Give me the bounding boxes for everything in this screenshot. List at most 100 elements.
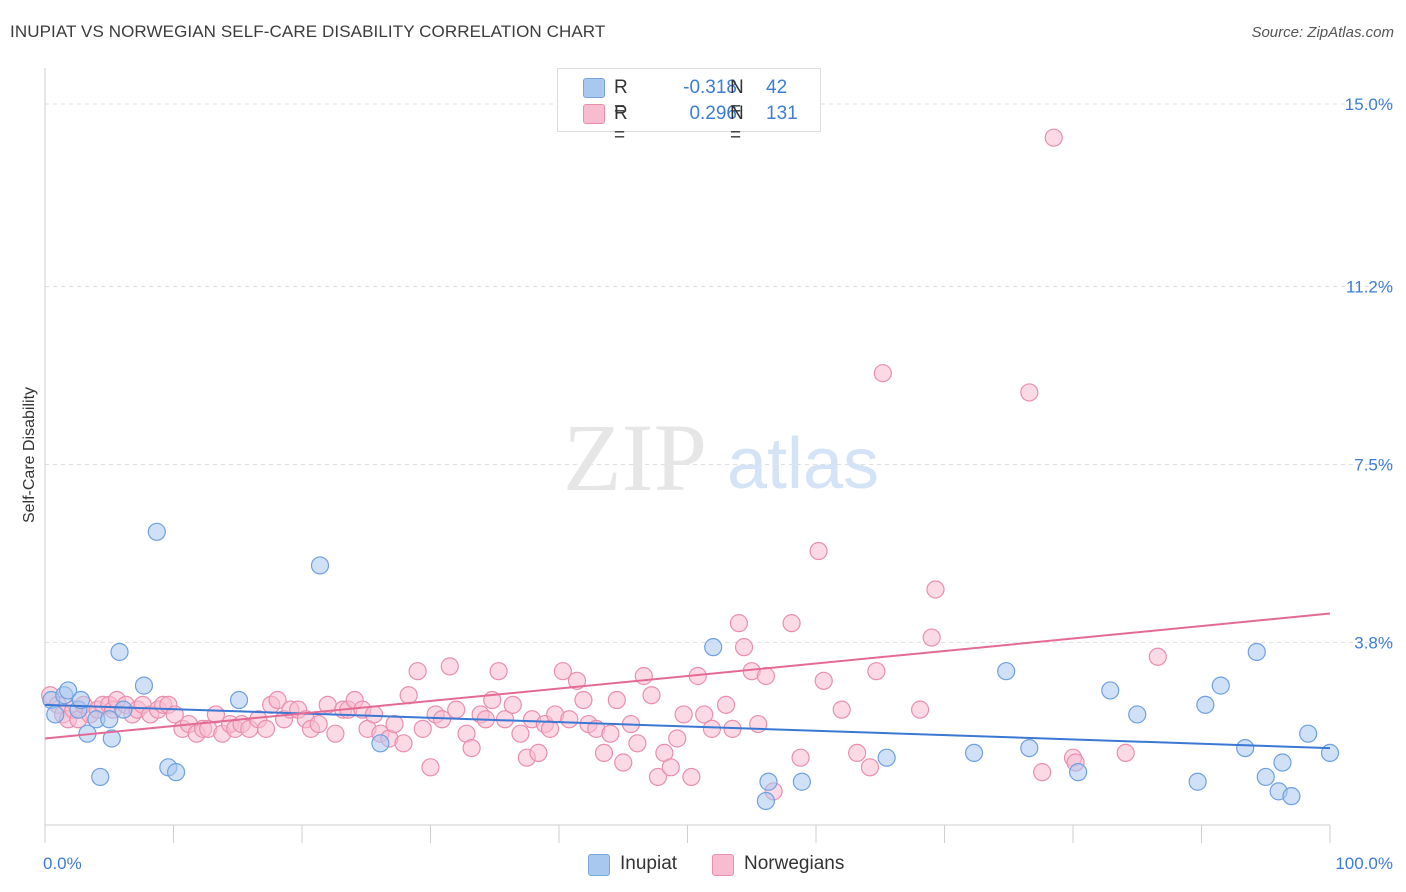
norwegians-point — [860, 758, 880, 777]
inupiat-point — [1020, 738, 1039, 758]
norwegians-point — [729, 614, 749, 633]
legend-label: Inupiat — [620, 853, 678, 874]
inupiat-point — [110, 642, 129, 662]
y-tick-label: 3.8% — [1354, 633, 1393, 652]
n-label: N = — [730, 103, 744, 146]
norwegians-point — [674, 705, 693, 724]
norwegians-point — [560, 710, 579, 729]
y-tick-labels: 3.8% 7.5% 11.2% 15.0% — [1345, 95, 1393, 652]
norwegians-point — [553, 662, 572, 681]
inupiat-point — [59, 681, 78, 700]
inupiat-point — [91, 767, 110, 787]
norwegians-point — [682, 767, 701, 787]
inupiat-point — [134, 676, 154, 695]
inupiat-point — [114, 700, 133, 719]
trend-lines — [44, 612, 1331, 750]
norwegians-point — [601, 724, 620, 743]
inupiat-point — [1247, 642, 1266, 662]
norwegians-swatch — [583, 104, 605, 124]
inupiat-point — [310, 556, 330, 575]
norwegians-point — [364, 705, 384, 724]
norwegians-point — [594, 743, 614, 763]
inupiat-point — [997, 662, 1016, 681]
norwegians-point — [716, 695, 736, 714]
inupiat-point — [1128, 705, 1147, 724]
inupiat-point — [756, 791, 775, 811]
norwegians-point — [574, 690, 593, 710]
watermark-atlas: atlas — [727, 424, 879, 504]
norwegians-point — [1033, 763, 1052, 782]
norwegians-point — [1044, 128, 1063, 147]
inupiat-point — [877, 748, 896, 767]
norwegians-point — [567, 671, 587, 690]
r-value: -0.318 — [683, 77, 737, 98]
norwegians-point — [791, 748, 810, 767]
norwegians-point — [503, 695, 522, 714]
watermark: ZIP atlas — [563, 404, 879, 511]
inupiat-point — [792, 772, 811, 791]
norwegians-point — [462, 738, 481, 758]
inupiat-point — [1282, 787, 1301, 806]
norwegians-point — [385, 714, 404, 734]
norwegians-point — [782, 614, 801, 633]
chart-title: INUPIAT VS NORWEGIAN SELF-CARE DISABILIT… — [10, 22, 606, 41]
inupiat-point — [166, 763, 186, 782]
norwegians-trend-line — [44, 612, 1331, 740]
norwegians-point — [399, 686, 418, 705]
inupiat-swatch — [583, 78, 605, 98]
y-tick-label: 7.5% — [1354, 456, 1393, 475]
norwegians-point — [634, 666, 653, 686]
norwegians-point — [848, 743, 867, 763]
norwegians-point — [642, 686, 661, 705]
legend-label: Norwegians — [744, 853, 845, 874]
norwegians-point — [614, 753, 633, 772]
inupiat-point — [759, 772, 778, 791]
norwegians-point — [256, 719, 276, 738]
norwegians-point — [309, 714, 328, 734]
x-tick-label: 0.0% — [43, 854, 82, 873]
norwegians-point — [668, 729, 687, 748]
norwegians-point — [529, 743, 548, 763]
inupiat-point — [1101, 681, 1120, 700]
inupiat-point — [229, 690, 249, 710]
norwegians-point — [910, 700, 930, 719]
norwegians-point — [922, 628, 941, 647]
norwegians-point — [1148, 647, 1167, 666]
y-tick-label: 15.0% — [1345, 95, 1393, 114]
norwegians-point — [511, 724, 530, 743]
norwegians-point — [440, 657, 459, 676]
norwegians-point — [814, 671, 833, 690]
source-credit: Source: ZipAtlas.com — [1251, 24, 1394, 41]
inupiat-point — [147, 522, 166, 541]
gridlines — [45, 103, 1395, 643]
norwegians-point — [661, 758, 680, 777]
n-label: N = — [730, 77, 744, 120]
norwegians-point — [809, 541, 828, 561]
norwegians-point — [421, 758, 440, 777]
norwegians-point — [734, 638, 754, 657]
norwegians-point — [648, 767, 668, 787]
y-tick-label: 11.2% — [1346, 278, 1393, 297]
r-value: 0.296 — [689, 103, 737, 124]
inupiat-point — [371, 734, 390, 753]
norwegians-point — [1020, 383, 1039, 402]
inupiat-point — [1273, 753, 1292, 772]
inupiat-legend-swatch — [588, 854, 610, 876]
inupiat-point — [46, 705, 65, 724]
norwegians-point — [628, 734, 647, 753]
r-label: R = — [614, 103, 628, 146]
x-tick-labels: 0.0% 100.0% — [43, 854, 1393, 873]
inupiat-point — [71, 690, 91, 710]
norwegians-point — [268, 690, 287, 710]
norwegians-point — [867, 662, 886, 681]
inupiat-point — [100, 710, 119, 729]
inupiat-point — [102, 729, 121, 748]
norwegians-point — [926, 580, 945, 599]
n-value: 42 — [766, 77, 788, 98]
inupiat-point — [964, 743, 984, 763]
norwegians-point — [695, 705, 714, 724]
norwegians-point — [1116, 743, 1135, 763]
inupiat-point — [1211, 676, 1230, 695]
norwegians-point — [702, 719, 722, 738]
